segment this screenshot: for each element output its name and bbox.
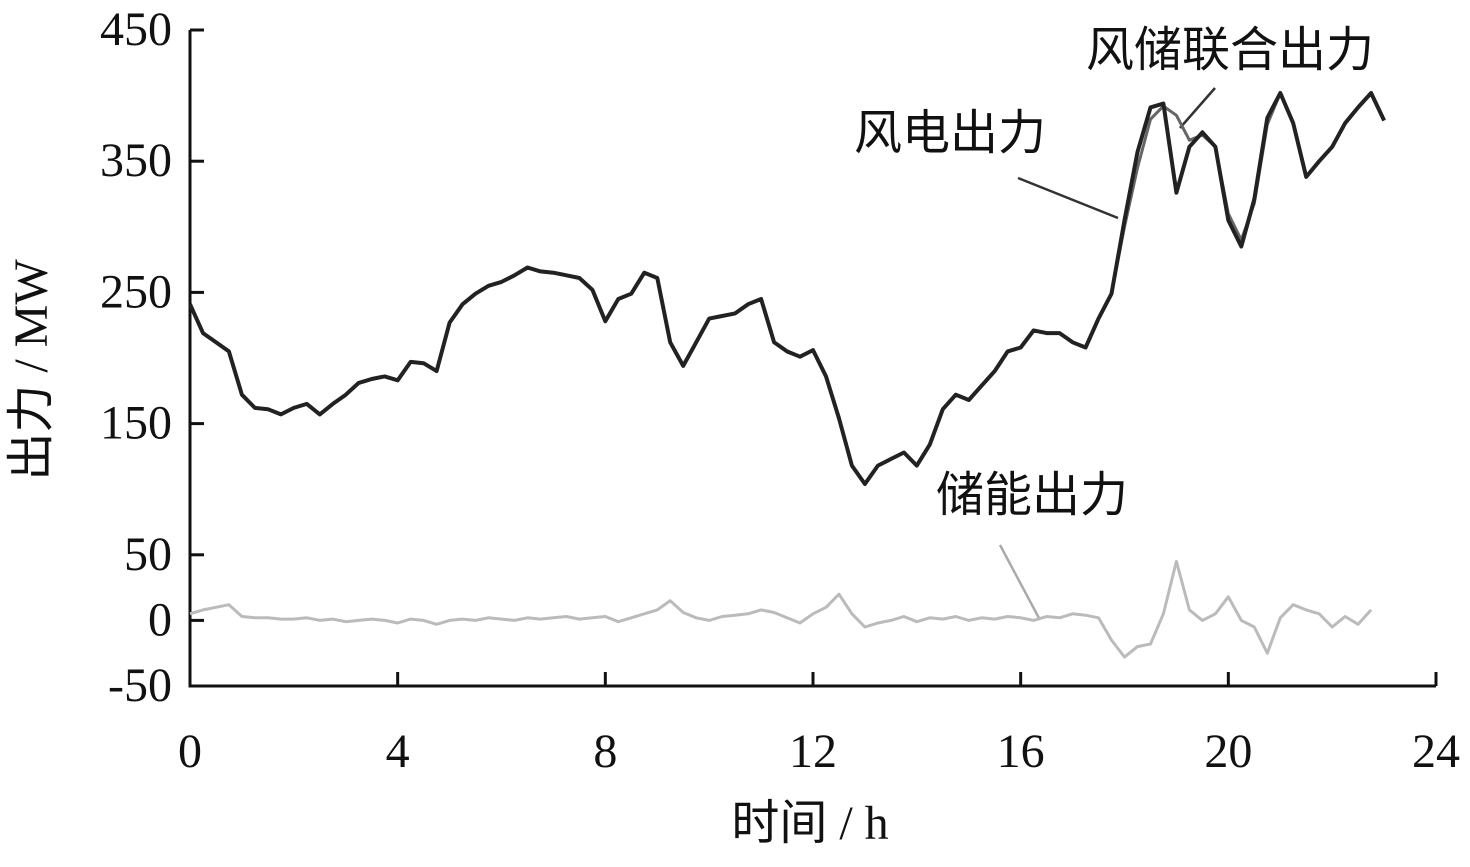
y-tick-label: 50 xyxy=(124,528,172,581)
x-axis-label: 时间 / h xyxy=(731,797,888,850)
y-tick-label: 450 xyxy=(100,3,172,56)
x-tick-label: 24 xyxy=(1412,725,1460,778)
y-tick-label: -50 xyxy=(108,659,172,712)
x-tick-label: 0 xyxy=(178,725,202,778)
series-label: 储能出力 xyxy=(936,469,1128,522)
series-label: 风电出力 xyxy=(854,107,1046,160)
series-line xyxy=(188,91,1386,486)
x-tick-label: 20 xyxy=(1204,725,1252,778)
y-axis-label: 出力 / MW xyxy=(5,259,58,481)
x-tick-label: 16 xyxy=(997,725,1045,778)
leader-line xyxy=(1179,87,1216,129)
y-tick-label: 150 xyxy=(100,397,172,450)
leader-line xyxy=(998,544,1042,621)
y-tick-label: 250 xyxy=(100,265,172,318)
axis-line xyxy=(188,30,1436,688)
series-label: 风储联合出力 xyxy=(1086,24,1374,77)
x-tick-label: 4 xyxy=(386,725,410,778)
y-tick-label: 0 xyxy=(148,593,172,646)
leader-line xyxy=(1017,176,1119,220)
series-line xyxy=(189,559,1373,659)
x-tick-label: 12 xyxy=(789,725,837,778)
y-tick-label: 350 xyxy=(100,134,172,187)
x-tick-label: 8 xyxy=(593,725,617,778)
series-line xyxy=(188,91,1386,486)
